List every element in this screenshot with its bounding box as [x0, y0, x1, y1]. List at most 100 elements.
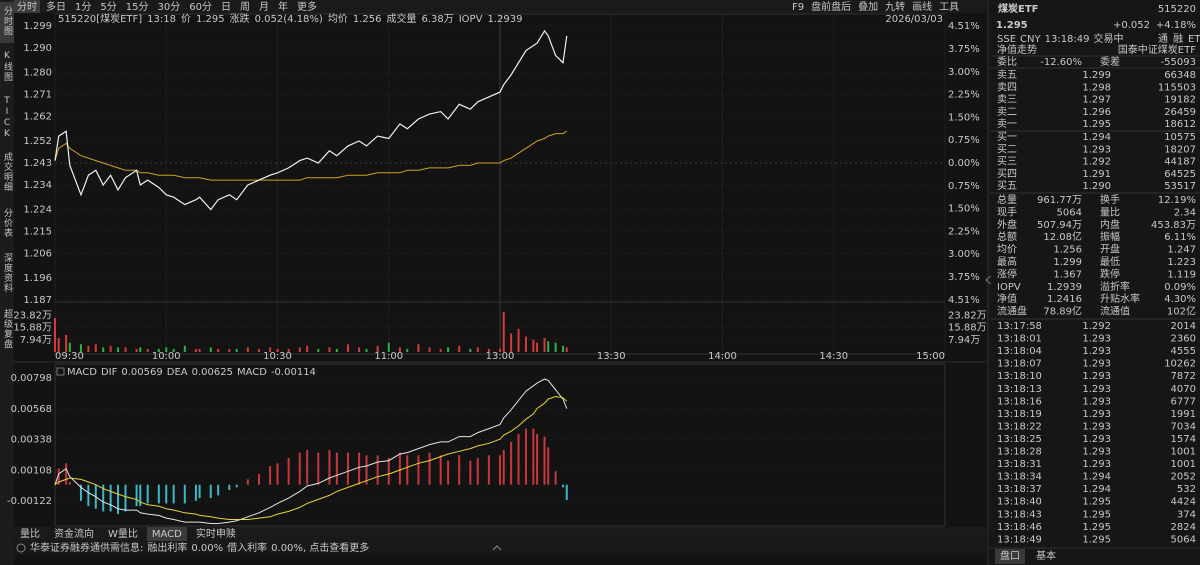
sidebar-tab[interactable]: 分价表 [2, 208, 13, 238]
volume-bar [376, 345, 379, 352]
sidebar-tab[interactable]: 分时图 [2, 6, 13, 36]
time-tick-label: 11:00 [374, 351, 403, 362]
volume-bar [306, 345, 309, 352]
toolbar-tool[interactable]: 盘前盘后 [811, 0, 851, 13]
macd-bar [543, 436, 546, 485]
sidebar-tab[interactable]: TICK [2, 96, 12, 140]
macd-bar [562, 484, 565, 488]
period-tab[interactable]: 30分 [157, 1, 180, 13]
pct-tick-label: 0.75% [948, 181, 980, 192]
sidebar-tab[interactable]: 成交明细 [2, 151, 13, 192]
period-tab[interactable]: 多日 [46, 0, 66, 13]
pct-tick-label: 3.00% [948, 249, 980, 260]
period-tab[interactable]: 1分 [75, 1, 91, 13]
volume-bar [257, 348, 260, 352]
quote-value: 78.89亿 [1043, 305, 1082, 318]
volume-bar [194, 348, 197, 352]
volume-bar [406, 348, 409, 352]
tick-time: 13:18:16 [997, 396, 1042, 407]
pct-tick-label: 0.00% [948, 158, 980, 169]
bottom-tab[interactable]: 资金流向 [54, 527, 94, 540]
macd-tick-label: 0.00108 [11, 465, 52, 476]
period-tab[interactable]: 更多 [297, 0, 317, 13]
bottom-tab[interactable]: 实时申赎 [196, 527, 236, 540]
quote-value: 1.2939 [1047, 282, 1082, 293]
change-value: 0.052(4.18%) [255, 14, 323, 25]
period-tab[interactable]: 周 [240, 1, 250, 13]
macd-bar [139, 484, 142, 507]
macd-bar [487, 455, 490, 485]
volume-bar [117, 347, 120, 352]
series-name: 价 [181, 13, 191, 25]
notice-label: 借入利率 [227, 541, 267, 554]
sidebar-tab[interactable]: 超级复盘 [2, 308, 13, 349]
volume-bar [102, 347, 105, 352]
quote-value: 1.247 [1167, 245, 1196, 256]
tick-price: 1.293 [1082, 371, 1111, 382]
price-tick-label: 1.224 [23, 204, 52, 215]
period-tab[interactable]: 5分 [100, 1, 116, 13]
status-item: 交易中 [1094, 32, 1124, 45]
period-tab[interactable]: 15分 [126, 1, 149, 13]
bottom-tab[interactable]: MACD [152, 529, 182, 540]
badge[interactable]: 融 [1173, 33, 1183, 45]
bottom-tab[interactable]: 量比 [20, 528, 40, 540]
macd-bar [317, 452, 320, 485]
toolbar-tool[interactable]: F9 [792, 2, 804, 13]
toolbar-tool[interactable]: 叠加 [858, 1, 878, 13]
quote-tab[interactable]: 盘口 [1000, 549, 1020, 562]
period-tab[interactable]: 月 [259, 1, 269, 13]
tick-volume: 1001 [1171, 447, 1196, 458]
toolbar-tool[interactable]: 工具 [939, 1, 959, 13]
sidebar-bg [0, 0, 14, 565]
tick-time: 13:18:31 [997, 459, 1042, 470]
macd-bar [387, 457, 390, 485]
sidebar-tab[interactable]: K线图 [2, 51, 13, 82]
volume-bar [217, 348, 220, 352]
macd-line [54, 395, 568, 520]
period-tab[interactable]: 年 [278, 0, 288, 13]
period-tab[interactable]: 日 [221, 2, 231, 13]
volume-bar [510, 333, 513, 352]
volume-bar [287, 348, 290, 352]
volume-bar [172, 348, 175, 352]
volume-bar [387, 342, 390, 352]
badge[interactable]: 通 [1158, 33, 1168, 45]
period-tab[interactable]: 60分 [189, 1, 212, 13]
volume-bar [346, 344, 349, 352]
toolbar-tool[interactable]: 画线 [912, 0, 932, 13]
badge[interactable]: ETF [1188, 34, 1200, 45]
volume-bar [146, 348, 149, 352]
iopv-label: IOPV [459, 14, 483, 25]
pct-tick-label: 3.75% [948, 44, 980, 55]
collapse-arrow[interactable] [985, 275, 992, 285]
macd-bar [524, 428, 527, 485]
nav-label[interactable]: 净值走势 [997, 43, 1037, 56]
toolbar-tool[interactable]: 九转 [885, 0, 905, 13]
quote-value: 507.94万 [1037, 220, 1082, 231]
macd-line [54, 378, 568, 524]
macd-bar [68, 482, 71, 485]
bottom-tab[interactable]: W量比 [108, 528, 138, 540]
quote-tab[interactable]: 基本 [1036, 549, 1056, 562]
quote-value: 4.30% [1164, 294, 1196, 305]
volume-bar [447, 347, 450, 352]
tick-volume: 2360 [1171, 334, 1196, 345]
notice-link[interactable]: , 点击查看更多 [303, 541, 369, 554]
macd-bar [536, 433, 539, 485]
tick-price: 1.292 [1082, 321, 1111, 332]
bottom-tab-active [146, 527, 187, 541]
macd-bar [398, 452, 401, 485]
tick-volume: 4555 [1171, 346, 1196, 357]
book-volume: 19182 [1164, 95, 1196, 106]
stock-name: 煤炭ETF [998, 2, 1038, 15]
volume-bar [235, 348, 238, 352]
stock-change-pct: +4.18% [1156, 20, 1196, 31]
sidebar-tab[interactable]: 深度资料 [2, 253, 13, 293]
macd-bar [346, 452, 349, 485]
notice-expand[interactable] [492, 545, 502, 551]
period-tab[interactable]: 分时 [17, 1, 37, 13]
book-price: 1.298 [1082, 82, 1111, 93]
avg-line [54, 130, 568, 181]
tick-price: 1.293 [1082, 359, 1111, 370]
